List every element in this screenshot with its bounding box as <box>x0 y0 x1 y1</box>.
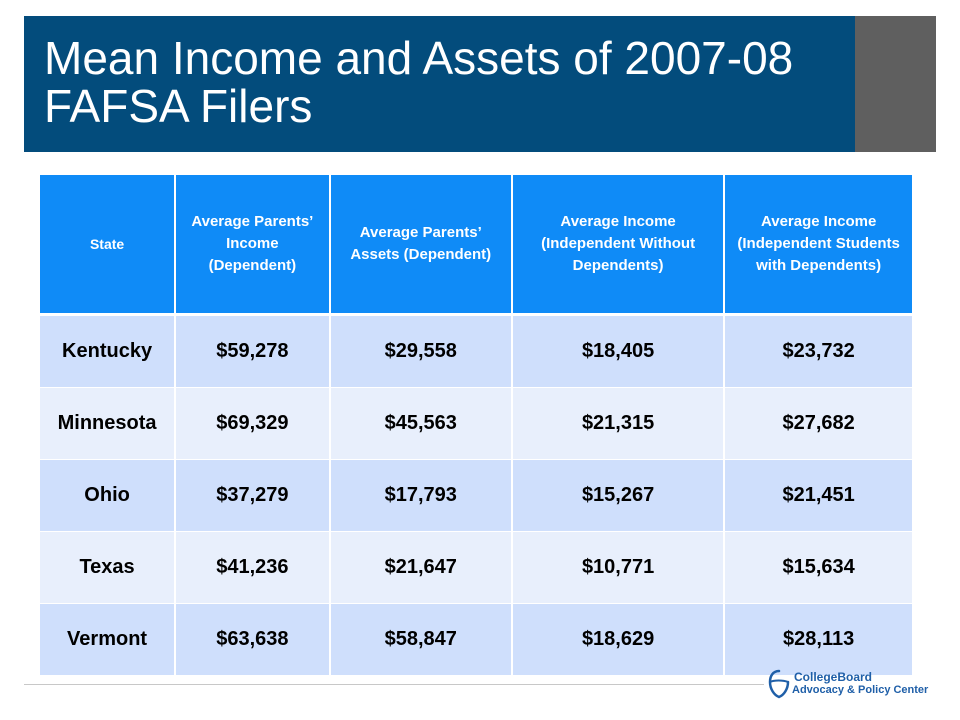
column-header-income-independent-without-dependents: Average Income (Independent Without Depe… <box>511 175 726 316</box>
table-cell: $18,629 <box>511 603 726 676</box>
slide-title: Mean Income and Assets of 2007-08 FAFSA … <box>44 32 794 132</box>
income-assets-table: State Average Parents’ Income (Dependent… <box>40 175 912 676</box>
table-cell: $45,563 <box>329 387 513 460</box>
table-cell: $28,113 <box>724 603 912 676</box>
table-cell: $59,278 <box>175 314 331 388</box>
logo-wordmark: CollegeBoard <box>794 670 873 684</box>
table-row: Vermont $63,638 $58,847 $18,629 $28,113 <box>40 603 912 676</box>
title-bar <box>24 16 855 152</box>
table-cell: $29,558 <box>329 314 513 388</box>
table-cell: $10,771 <box>511 531 726 604</box>
logo-subtitle: Advocacy & Policy Center <box>792 684 929 696</box>
table-cell: $27,682 <box>724 387 912 460</box>
state-cell: Ohio <box>40 459 177 532</box>
table-cell: $63,638 <box>175 603 331 676</box>
state-cell: Vermont <box>40 603 177 676</box>
collegeboard-logo: CollegeBoard Advocacy & Policy Center <box>764 664 954 704</box>
table-cell: $15,634 <box>724 531 912 604</box>
table-header-row: State Average Parents’ Income (Dependent… <box>40 175 912 316</box>
table-cell: $37,279 <box>175 459 331 532</box>
table-cell: $58,847 <box>329 603 513 676</box>
column-header-parents-income: Average Parents’ Income (Dependent) <box>175 175 331 316</box>
footer-divider <box>24 684 764 685</box>
table-row: Minnesota $69,329 $45,563 $21,315 $27,68… <box>40 387 912 460</box>
title-accent-block <box>855 16 936 152</box>
state-cell: Kentucky <box>40 314 177 388</box>
table-cell: $15,267 <box>511 459 726 532</box>
table-cell: $18,405 <box>511 314 726 388</box>
table-row: Kentucky $59,278 $29,558 $18,405 $23,732 <box>40 314 912 388</box>
table-cell: $21,647 <box>329 531 513 604</box>
table-cell: $21,451 <box>724 459 912 532</box>
table-cell: $41,236 <box>175 531 331 604</box>
state-cell: Texas <box>40 531 177 604</box>
table-cell: $21,315 <box>511 387 726 460</box>
table-cell: $23,732 <box>724 314 912 388</box>
column-header-parents-assets: Average Parents’ Assets (Dependent) <box>329 175 513 316</box>
table-row: Ohio $37,279 $17,793 $15,267 $21,451 <box>40 459 912 532</box>
column-header-income-independent-with-dependents: Average Income (Independent Students wit… <box>724 175 912 316</box>
table-cell: $17,793 <box>329 459 513 532</box>
table-row: Texas $41,236 $21,647 $10,771 $15,634 <box>40 531 912 604</box>
column-header-state: State <box>40 175 177 316</box>
state-cell: Minnesota <box>40 387 177 460</box>
acorn-logo-icon <box>768 669 790 699</box>
table-cell: $69,329 <box>175 387 331 460</box>
